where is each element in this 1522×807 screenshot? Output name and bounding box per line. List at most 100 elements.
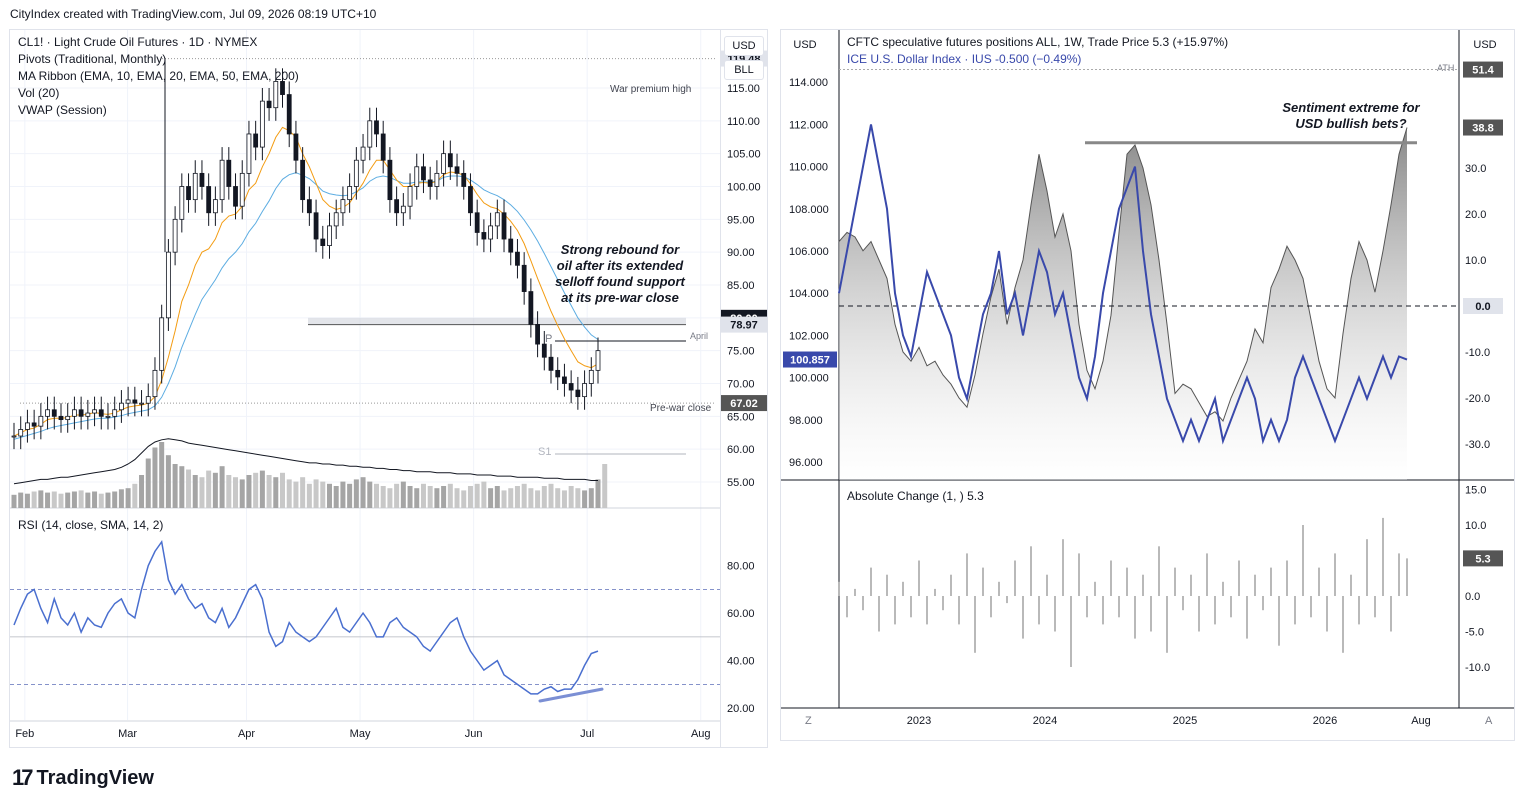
volume-bar: [31, 491, 37, 508]
candle-body: [25, 422, 30, 430]
currency-button[interactable]: USD: [724, 36, 764, 56]
volume-bar: [179, 466, 185, 508]
rsi-divergence-line: [538, 687, 604, 703]
volume-bar: [152, 447, 158, 508]
dxy-tick-label: 102.000: [789, 330, 829, 342]
unit-button[interactable]: BLL: [724, 60, 764, 80]
tag-prewar-bg: [721, 395, 767, 412]
volume-bar: [407, 486, 413, 508]
candle-body: [468, 186, 473, 214]
price-tick-label: 110.00: [727, 116, 760, 128]
volume-bar: [454, 488, 460, 508]
zoom-right[interactable]: A: [1485, 715, 1493, 727]
change-tick-label: 15.0: [1465, 485, 1486, 497]
rebound-line-3: selloff found support: [555, 274, 685, 289]
currency-left[interactable]: USD: [787, 36, 823, 54]
volume-bar: [427, 486, 433, 508]
left-axis-svg[interactable]: 55.00 60.00 65.00 70.00 75.00 80.00 85.00 90.00…: [721, 30, 767, 747]
volume-bar: [367, 481, 373, 508]
cftc-area: [839, 127, 1407, 481]
abs-change-legend[interactable]: Absolute Change (1, ) 5.3: [847, 489, 984, 503]
price-tick-label: 100.00: [727, 182, 761, 194]
candle-body: [380, 133, 386, 161]
tag-change-bg: [1463, 550, 1503, 567]
volume-bar: [595, 479, 601, 508]
candle-body: [454, 166, 460, 174]
legend-volume[interactable]: Vol (20): [18, 86, 60, 100]
ema-20-line: [13, 172, 599, 440]
tag-change: 5.3: [1475, 553, 1490, 565]
candle-body: [441, 153, 447, 174]
candle-body: [568, 383, 574, 391]
volume-bar: [300, 477, 306, 508]
cftc-chart[interactable]: 96.000 98.000 100.000 102.000 104.000 106.000…: [781, 30, 1514, 740]
candle-body: [434, 172, 440, 187]
volume-bar: [51, 491, 57, 508]
legend-symbol[interactable]: CL1! · Light Crude Oil Futures · 1D · NY…: [18, 35, 258, 49]
rsi-legend[interactable]: RSI (14, close, SMA, 14, 2): [18, 518, 164, 532]
dxy-tick-label: 100.000: [789, 373, 829, 385]
candle-body: [541, 343, 547, 358]
dxy-tick-label: 96.000: [789, 457, 823, 469]
volume-bar: [474, 483, 480, 508]
right-legend: CFTC speculative futures positions ALL, …: [847, 34, 1228, 68]
price-tick-label: 90.00: [727, 247, 755, 259]
candle-body: [313, 212, 319, 240]
tag-zero: 0.0: [1475, 301, 1490, 313]
candle-body: [192, 172, 198, 201]
rsi-tick-label: 80.00: [727, 561, 755, 573]
candle-body: [72, 409, 77, 417]
volume-bar: [326, 483, 332, 508]
candle-body: [259, 100, 265, 148]
cftc-tick-label: 20.0: [1465, 209, 1486, 221]
legend-pivots[interactable]: Pivots (Traditional, Monthly): [18, 52, 167, 66]
cftc-tick-label: 30.0: [1465, 163, 1486, 175]
volume-bar: [246, 475, 252, 508]
volume-bar: [360, 477, 366, 508]
candle-body: [31, 422, 37, 427]
price-tick-label: 55.00: [727, 477, 755, 489]
volume-bar: [18, 492, 24, 508]
volume-bar: [293, 481, 299, 508]
month-tick-label: Apr: [238, 728, 255, 740]
left-chart-pane[interactable]: Feb Mar Apr May Jun Jul Aug CL1! · Light Crude…: [9, 29, 722, 748]
volume-bar: [508, 488, 514, 508]
candle-body: [548, 356, 554, 371]
volume-bar: [266, 475, 272, 508]
candle-body: [333, 212, 339, 227]
right-chart-pane[interactable]: 96.000 98.000 100.000 102.000 104.000 106.000…: [780, 29, 1515, 741]
candle-body: [535, 323, 540, 345]
sentiment-line-1: Sentiment extreme for: [1282, 100, 1420, 115]
ath-label: ATH: [1437, 63, 1455, 73]
candle-body: [394, 199, 400, 214]
legend-dxy[interactable]: ICE U.S. Dollar Index · IUS -0.500 (−0.4…: [847, 52, 1082, 66]
candle-body: [11, 435, 17, 438]
candle-body: [582, 383, 587, 398]
candle-body: [320, 238, 326, 247]
crude-oil-chart[interactable]: Feb Mar Apr May Jun Jul Aug: [10, 30, 721, 747]
volume-bar: [239, 479, 245, 508]
legend-ma-ribbon[interactable]: MA Ribbon (EMA, 10, EMA, 20, EMA, 50, EM…: [18, 69, 299, 83]
month-tick-label: Jun: [465, 728, 483, 740]
volume-bar: [45, 492, 51, 508]
rebound-line-4: at its pre-war close: [561, 290, 679, 305]
candle-body: [407, 186, 413, 207]
left-price-axis[interactable]: 55.00 60.00 65.00 70.00 75.00 80.00 85.00 90.00…: [720, 29, 768, 748]
volume-bar: [85, 492, 91, 508]
candle-body: [367, 120, 373, 148]
volume-bar: [514, 486, 520, 508]
year-tick-label: 2026: [1313, 715, 1337, 727]
dxy-tick-label: 112.000: [789, 119, 828, 131]
volume-bar: [488, 488, 494, 508]
volume-bar: [139, 475, 145, 508]
rsi-tick-label: 40.00: [727, 656, 755, 668]
legend-cftc[interactable]: CFTC speculative futures positions ALL, …: [847, 35, 1229, 49]
currency-right[interactable]: USD: [1467, 36, 1503, 54]
rebound-line-2: oil after its extended: [556, 258, 684, 273]
volume-bar: [313, 479, 319, 508]
zoom-left[interactable]: Z: [805, 715, 812, 727]
change-tick-label: -5.0: [1465, 627, 1484, 639]
legend-vwap[interactable]: VWAP (Session): [18, 103, 107, 117]
candle-body: [226, 159, 232, 187]
volume-bar: [380, 486, 386, 508]
